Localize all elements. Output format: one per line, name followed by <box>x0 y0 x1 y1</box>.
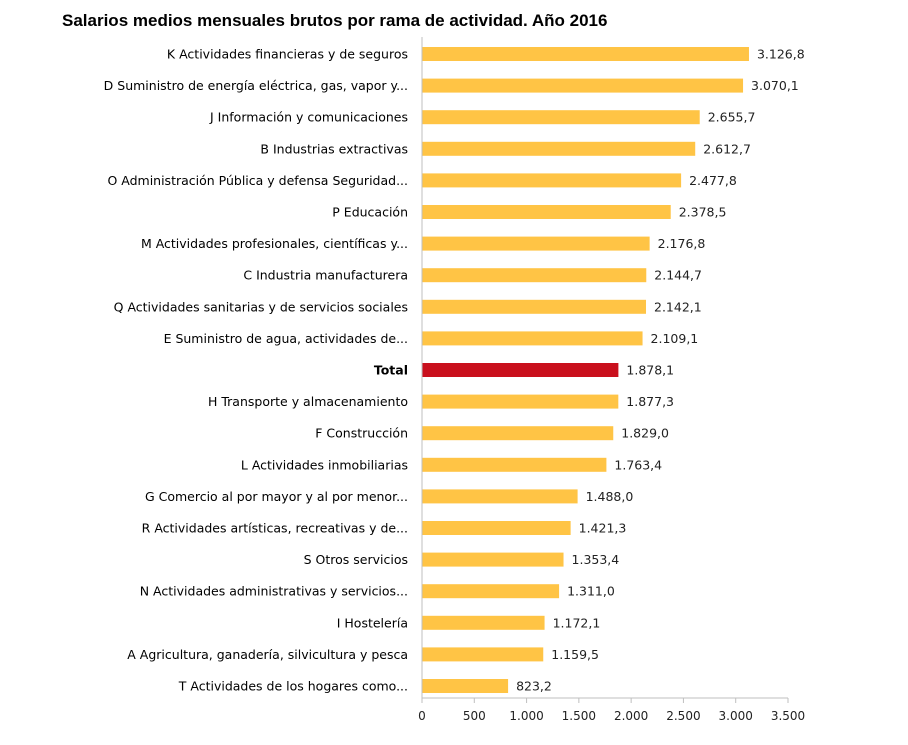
bar <box>422 236 650 251</box>
data-label: 2.378,5 <box>679 205 727 220</box>
bar <box>422 141 696 156</box>
x-tick-label: 500 <box>463 709 486 723</box>
bar <box>422 552 564 567</box>
category-label: F Construcción <box>315 426 408 441</box>
data-label: 823,2 <box>516 679 552 694</box>
category-label: T Actividades de los hogares como... <box>178 679 408 694</box>
bar <box>422 584 560 599</box>
x-tick-label: 0 <box>418 709 426 723</box>
category-label: E Suministro de agua, actividades de... <box>164 331 408 346</box>
bar <box>422 615 545 630</box>
category-label: C Industria manufacturera <box>243 268 408 283</box>
bar <box>422 647 544 662</box>
data-label: 1.829,0 <box>621 426 669 441</box>
category-label: R Actividades artísticas, recreativas y … <box>142 521 408 536</box>
bar <box>422 205 671 219</box>
chart-title: Salarios medios mensuales brutos por ram… <box>62 11 608 30</box>
category-label: A Agricultura, ganadería, silvicultura y… <box>127 647 408 662</box>
category-label: B Industrias extractivas <box>260 141 408 156</box>
bar <box>422 47 749 61</box>
category-label: I Hostelería <box>337 615 408 630</box>
data-label: 1.311,0 <box>567 584 615 599</box>
bar <box>422 110 700 125</box>
bar <box>422 268 647 283</box>
category-label: J Información y comunicaciones <box>209 110 408 125</box>
bar <box>422 457 607 472</box>
category-label: S Otros servicios <box>304 552 408 567</box>
data-label: 1.763,4 <box>614 457 662 472</box>
bar <box>422 78 744 93</box>
bar <box>422 426 614 441</box>
data-label: 1.353,4 <box>572 552 620 567</box>
x-tick-label: 2.500 <box>666 709 700 723</box>
bar <box>422 299 647 314</box>
bar <box>422 679 509 693</box>
data-label: 1.172,1 <box>553 615 601 630</box>
category-label: D Suministro de energía eléctrica, gas, … <box>104 78 408 93</box>
bar <box>422 331 643 346</box>
data-label: 2.176,8 <box>658 236 706 251</box>
data-label: 3.070,1 <box>751 78 799 93</box>
category-label: Total <box>374 363 408 378</box>
x-tick-label: 3.500 <box>771 709 805 723</box>
data-label: 1.488,0 <box>586 489 634 504</box>
x-tick-label: 1.000 <box>509 709 543 723</box>
data-label: 2.109,1 <box>651 331 699 346</box>
data-label: 1.421,3 <box>579 521 627 536</box>
data-label: 1.159,5 <box>551 647 599 662</box>
data-label: 2.655,7 <box>708 110 756 125</box>
x-tick-label: 2.000 <box>614 709 648 723</box>
bar <box>422 363 619 377</box>
data-label: 1.878,1 <box>626 363 674 378</box>
data-label: 2.612,7 <box>703 141 751 156</box>
x-tick-label: 3.000 <box>719 709 753 723</box>
data-label: 3.126,8 <box>757 47 805 62</box>
category-label: N Actividades administrativas y servicio… <box>140 584 408 599</box>
category-label: O Administración Pública y defensa Segur… <box>107 173 408 188</box>
data-label: 2.144,7 <box>654 268 702 283</box>
category-label: L Actividades inmobiliarias <box>241 457 408 472</box>
category-label: Q Actividades sanitarias y de servicios … <box>114 299 408 314</box>
category-label: H Transporte y almacenamiento <box>208 394 408 409</box>
data-label: 2.477,8 <box>689 173 737 188</box>
x-tick-label: 1.500 <box>562 709 596 723</box>
bar <box>422 521 571 535</box>
category-label: G Comercio al por mayor y al por menor..… <box>145 489 408 504</box>
bar <box>422 173 682 188</box>
data-label: 1.877,3 <box>626 394 674 409</box>
category-label: M Actividades profesionales, científicas… <box>141 236 408 251</box>
bar <box>422 394 619 409</box>
category-label: P Educación <box>332 205 408 220</box>
category-label: K Actividades financieras y de seguros <box>167 47 408 62</box>
bar <box>422 489 578 504</box>
data-label: 2.142,1 <box>654 299 702 314</box>
